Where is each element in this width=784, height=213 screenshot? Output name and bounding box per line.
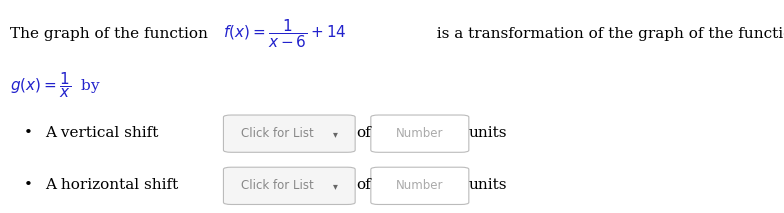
Text: of: of — [357, 126, 372, 140]
Text: Number: Number — [396, 127, 444, 140]
Text: ▾: ▾ — [333, 181, 338, 191]
FancyBboxPatch shape — [371, 167, 469, 204]
Text: Number: Number — [396, 179, 444, 192]
FancyBboxPatch shape — [223, 167, 355, 204]
Text: A vertical shift: A vertical shift — [45, 126, 159, 140]
Text: units: units — [469, 178, 507, 192]
Text: $g(x)=\dfrac{1}{x}$  by: $g(x)=\dfrac{1}{x}$ by — [10, 70, 101, 100]
Text: is a transformation of the graph of the function: is a transformation of the graph of the … — [427, 27, 784, 41]
Text: $f(x)=\dfrac{1}{x-6}+14$: $f(x)=\dfrac{1}{x-6}+14$ — [223, 18, 347, 50]
Text: •: • — [24, 126, 32, 140]
Text: •: • — [24, 178, 32, 192]
Text: The graph of the function: The graph of the function — [10, 27, 218, 41]
Text: ▾: ▾ — [333, 129, 338, 139]
Text: of: of — [357, 178, 372, 192]
Text: Click for List: Click for List — [241, 127, 314, 140]
FancyBboxPatch shape — [371, 115, 469, 152]
Text: units: units — [469, 126, 507, 140]
Text: Click for List: Click for List — [241, 179, 314, 192]
FancyBboxPatch shape — [223, 115, 355, 152]
Text: A horizontal shift: A horizontal shift — [45, 178, 179, 192]
